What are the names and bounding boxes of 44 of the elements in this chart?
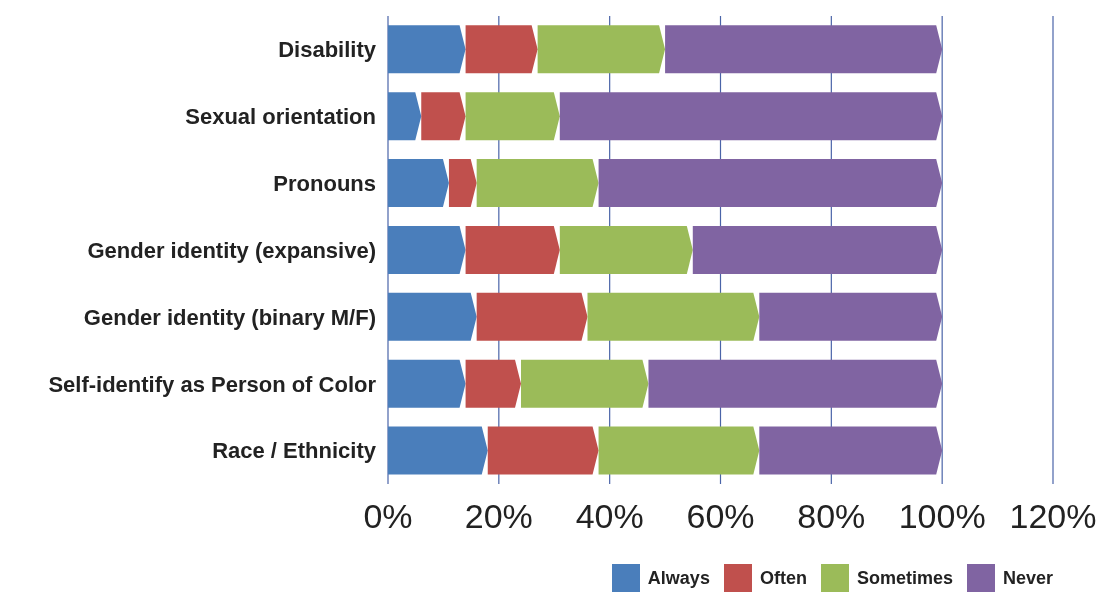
bar (648, 359, 943, 408)
bar (587, 292, 760, 341)
bar (465, 225, 560, 274)
x-tick-label: 0% (363, 497, 413, 536)
bar (388, 292, 477, 341)
bar (559, 225, 693, 274)
legend-label: Never (1002, 567, 1053, 589)
y-tick-label: Disability (278, 37, 377, 63)
bar (388, 25, 466, 74)
bar (388, 426, 488, 475)
bar (388, 359, 466, 408)
x-tick-label: 100% (898, 497, 986, 536)
legend-label: Sometimes (856, 567, 953, 589)
y-tick-label: Race / Ethnicity (212, 438, 377, 464)
bar (598, 159, 943, 208)
x-tick-label: 40% (575, 497, 644, 536)
bar (598, 426, 760, 475)
x-tick-label: 60% (686, 497, 755, 536)
bar (476, 292, 588, 341)
bar (487, 426, 599, 475)
bar (759, 426, 943, 475)
legend-label: Often (759, 567, 807, 589)
y-tick-label: Gender identity (expansive) (87, 237, 376, 263)
y-tick-label: Gender identity (binary M/F) (83, 304, 376, 330)
x-tick-label: 120% (1009, 497, 1097, 536)
x-tick-label: 80% (797, 497, 866, 536)
y-tick-label: Pronouns (273, 170, 376, 196)
bar (421, 92, 466, 141)
bar (759, 292, 943, 341)
bar (388, 225, 466, 274)
bar (465, 92, 560, 141)
bar (692, 225, 943, 274)
bar (559, 92, 943, 141)
bar (465, 25, 538, 74)
x-tick-label: 20% (464, 497, 533, 536)
bar (521, 359, 649, 408)
bar (665, 25, 943, 74)
bar (476, 159, 599, 208)
bar (537, 25, 666, 74)
y-tick-label: Sexual orientation (185, 104, 376, 130)
bar (465, 359, 521, 408)
y-tick-label: Self-identify as Person of Color (48, 371, 377, 397)
bar (388, 159, 449, 208)
legend-label: Always (647, 567, 710, 589)
